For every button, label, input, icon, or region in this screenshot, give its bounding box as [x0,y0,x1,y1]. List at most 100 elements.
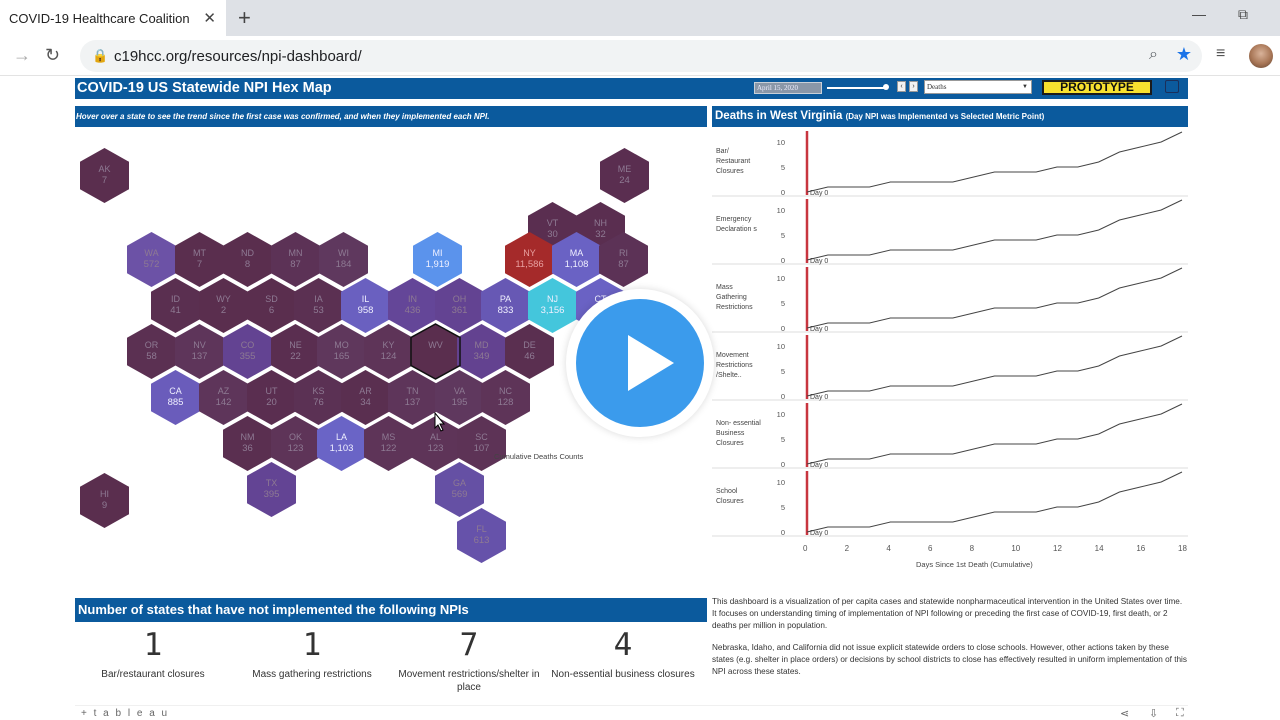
x-tick-label: 12 [1053,544,1062,553]
state-hex-nj[interactable]: NJ 3,156 [528,278,577,333]
state-hex-wa[interactable]: WA 572 [127,232,176,287]
state-hex-nm[interactable]: NM 36 [223,416,272,471]
date-input[interactable]: April 15, 2020 [754,82,822,94]
state-hex-pa[interactable]: PA 833 [481,278,530,333]
bookmark-star-icon[interactable]: ★ [1175,44,1192,64]
date-slider-handle[interactable] [883,84,889,90]
state-abbr: TN [406,386,419,396]
state-hex-ia[interactable]: IA 53 [294,278,343,333]
state-abbr: MA [569,248,584,258]
state-hex-ri[interactable]: RI 87 [599,232,648,287]
state-hex-az[interactable]: AZ 142 [199,370,248,425]
url-field[interactable]: 🔒 c19hcc.org/resources/npi-dashboard/ ⌕ … [80,40,1202,72]
lock-icon[interactable]: 🔒 [92,48,109,63]
state-hex-ak[interactable]: AK 7 [80,148,129,203]
state-hex-ky[interactable]: KY 124 [364,324,413,379]
state-hex-ut[interactable]: UT 20 [247,370,296,425]
state-hex-ga[interactable]: GA 569 [435,462,484,517]
reload-icon[interactable]: ↻ [45,45,61,65]
state-value: 122 [380,443,397,454]
state-hex-nv[interactable]: NV 137 [175,324,224,379]
deaths-series-line[interactable] [806,131,1183,193]
state-hex-sd[interactable]: SD 6 [247,278,296,333]
state-hex-mi[interactable]: MI 1,919 [413,232,462,287]
map-instruction: Hover over a state to see the trend sinc… [75,106,707,127]
state-hex-or[interactable]: OR 58 [127,324,176,379]
state-hex-md[interactable]: MD 349 [457,324,506,379]
state-hex-il[interactable]: IL 958 [341,278,390,333]
state-hex-ok[interactable]: OK 123 [271,416,320,471]
state-hex-mt[interactable]: MT 7 [175,232,224,287]
state-hex-co[interactable]: CO 355 [223,324,272,379]
step-back-button[interactable]: ‹ [897,81,906,92]
state-hover-outline [410,323,461,380]
state-hex-wy[interactable]: WY 2 [199,278,248,333]
restore-icon[interactable]: ⧉ [1238,6,1248,22]
state-hex-ma[interactable]: MA 1,108 [552,232,601,287]
video-play-button[interactable] [566,289,714,437]
state-hex-ks[interactable]: KS 76 [294,370,343,425]
state-hex-sc[interactable]: SC 107 [457,416,506,471]
state-hex-ms[interactable]: MS 122 [364,416,413,471]
browser-tab-bar: COVID-19 Healthcare Coalition ✕ + — ⧉ [0,0,1280,36]
share-icon[interactable]: ⋖ [1120,708,1130,720]
state-hex-ar[interactable]: AR 34 [341,370,390,425]
state-hex-nc[interactable]: NC 128 [481,370,530,425]
close-tab-icon[interactable]: ✕ [203,10,216,27]
state-abbr: ND [241,248,254,258]
state-hex-ca[interactable]: CA 885 [151,370,200,425]
state-value: 124 [380,351,397,362]
step-forward-button[interactable]: › [909,81,918,92]
chart-subtitle: (Day NPI was Implemented vs Selected Met… [845,112,1045,121]
media-control-icon[interactable]: ≡ [1216,45,1226,62]
forward-icon[interactable]: → [13,45,31,65]
state-hex-nd[interactable]: ND 8 [223,232,272,287]
state-abbr: MD [474,340,489,350]
new-tab-icon[interactable]: + [238,5,251,30]
state-value: 7 [196,259,203,270]
state-hex-wi[interactable]: WI 184 [319,232,368,287]
zoom-icon[interactable]: ⌕ [1149,46,1158,63]
deaths-series-line[interactable] [806,267,1183,329]
state-hex-la[interactable]: LA 1,103 [317,416,366,471]
state-hex-ne[interactable]: NE 22 [271,324,320,379]
state-hex-tx[interactable]: TX 395 [247,462,296,517]
npi-row-label: Bar/ Restaurant Closures [716,148,751,175]
deaths-series-line[interactable] [806,403,1183,465]
state-abbr: RI [619,248,628,258]
state-abbr: NY [523,248,536,258]
chevron-down-icon: ▼ [1022,84,1028,90]
state-value: 36 [242,443,253,454]
browser-tab[interactable]: COVID-19 Healthcare Coalition ✕ [0,0,226,36]
y-tick-label: 0 [781,528,785,537]
state-abbr: PA [499,294,512,304]
state-hex-id[interactable]: ID 41 [151,278,200,333]
npi-row-label-wrap: Mass Gathering Restrictions [716,284,753,311]
state-hex-de[interactable]: DE 46 [505,324,554,379]
state-hex-fl[interactable]: FL 613 [457,508,506,563]
state-hex-mn[interactable]: MN 87 [271,232,320,287]
state-value: 572 [143,259,160,270]
state-hex-hi[interactable]: HI 9 [80,473,129,528]
state-value: 361 [451,305,468,316]
state-value: 137 [191,351,208,362]
state-hex-mo[interactable]: MO 165 [317,324,366,379]
date-slider-track[interactable] [827,87,887,89]
day-zero-label: Day 0 [810,190,828,197]
state-hex-me[interactable]: ME 24 [600,148,649,203]
minimize-icon[interactable]: — [1192,6,1206,22]
deaths-series-line[interactable] [806,335,1183,397]
metric-select-value: Deaths [927,83,947,91]
metric-select[interactable]: Deaths ▼ [924,80,1032,94]
npi-row-label: Mass Gathering Restrictions [716,284,753,311]
state-abbr: OH [452,294,467,304]
profile-avatar[interactable] [1249,44,1273,68]
state-hex-ny[interactable]: NY 11,586 [505,232,554,287]
comment-icon[interactable] [1165,80,1179,93]
download-icon[interactable]: ⇩ [1149,708,1159,720]
deaths-series-line[interactable] [806,471,1183,533]
fullscreen-icon[interactable]: ⛶ [1176,707,1184,719]
state-abbr: WA [144,248,159,258]
state-abbr: OK [288,432,302,442]
deaths-series-line[interactable] [806,199,1183,261]
